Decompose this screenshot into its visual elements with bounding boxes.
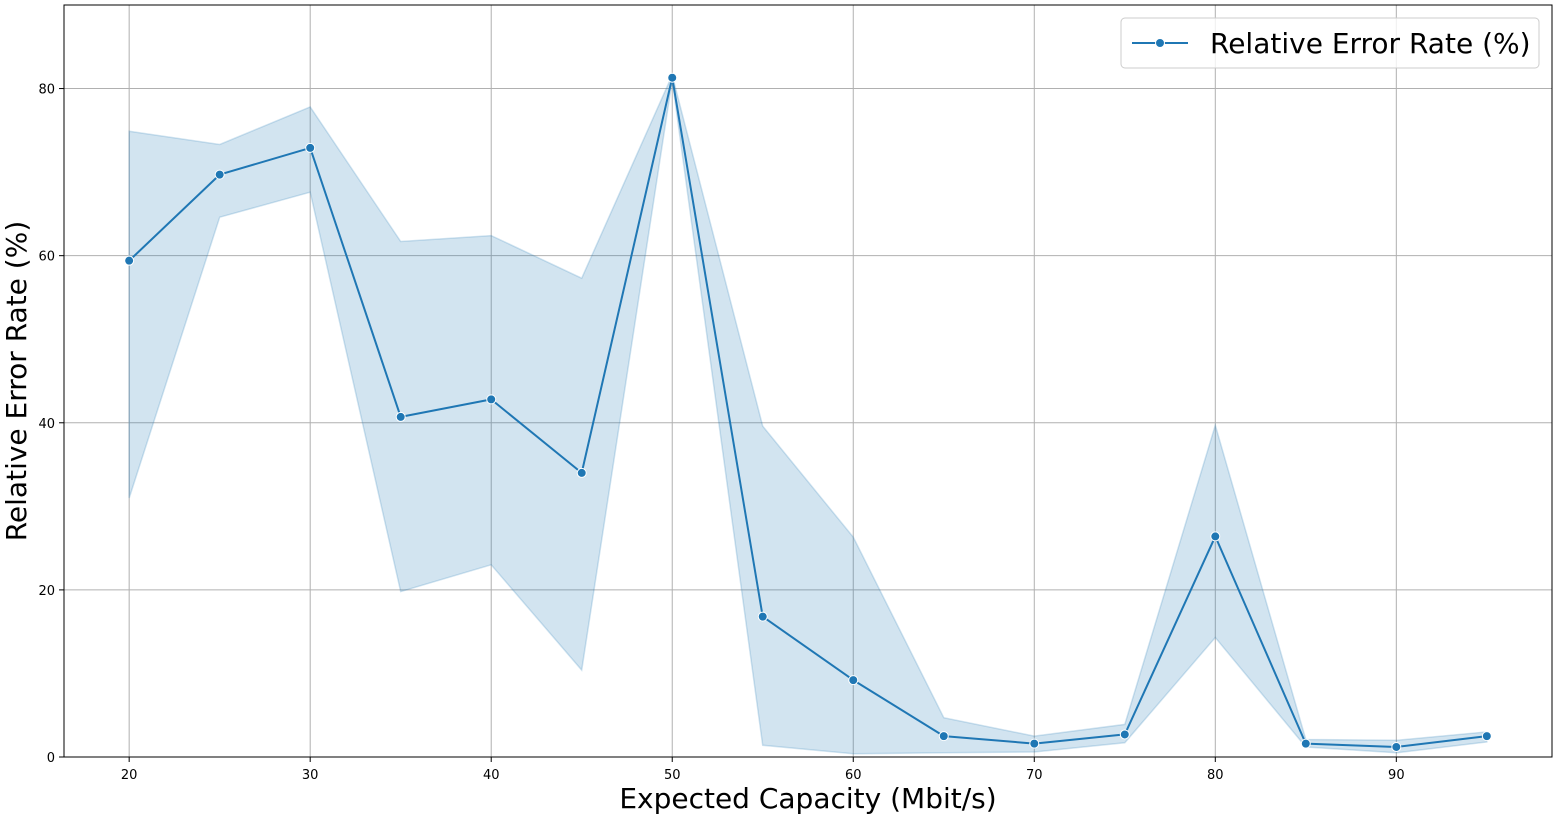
- x-tick-label: 30: [302, 768, 319, 783]
- y-tick-label: 40: [38, 417, 55, 432]
- data-point: [757, 611, 768, 622]
- data-point: [1300, 738, 1311, 749]
- data-point: [395, 411, 406, 422]
- legend: Relative Error Rate (%): [1120, 17, 1540, 69]
- data-point: [1481, 731, 1492, 742]
- x-tick-label: 50: [664, 768, 681, 783]
- y-tick-label: 80: [38, 83, 55, 98]
- data-point: [486, 394, 497, 405]
- legend-label: Relative Error Rate (%): [1210, 27, 1531, 60]
- x-axis-ticks: 20 30 40 50 60 70 80 90: [121, 757, 1405, 783]
- x-tick-label: 70: [1026, 768, 1043, 783]
- confidence-band: [128, 72, 1488, 755]
- legend-box: [1120, 17, 1540, 69]
- x-tick-label: 40: [483, 768, 500, 783]
- x-tick-label: 20: [121, 768, 138, 783]
- data-point: [848, 675, 859, 686]
- data-point: [214, 169, 225, 180]
- y-tick-label: 0: [47, 751, 55, 766]
- plot-frame: [63, 4, 1553, 758]
- x-tick-label: 60: [845, 768, 862, 783]
- data-point: [1391, 741, 1402, 752]
- data-point: [1210, 531, 1221, 542]
- confidence-band-area: [128, 72, 1488, 755]
- data-point: [667, 72, 678, 83]
- y-tick-label: 60: [38, 250, 55, 265]
- y-axis-ticks: 0 20 40 60 80: [38, 83, 64, 766]
- y-axis-title: Relative Error Rate (%): [0, 221, 33, 542]
- series-polyline: [128, 76, 1487, 748]
- series-line: [128, 76, 1487, 748]
- data-point: [1029, 738, 1040, 749]
- data-point: [305, 142, 316, 153]
- x-tick-label: 90: [1388, 768, 1405, 783]
- series-markers: [124, 72, 1492, 752]
- legend-marker-swatch: [1155, 38, 1165, 48]
- x-axis-title: Expected Capacity (Mbit/s): [619, 782, 996, 815]
- data-point: [124, 255, 135, 266]
- y-tick-label: 20: [38, 584, 55, 599]
- data-point: [1119, 729, 1130, 740]
- data-point: [576, 467, 587, 478]
- x-tick-label: 80: [1207, 768, 1224, 783]
- data-point: [938, 731, 949, 742]
